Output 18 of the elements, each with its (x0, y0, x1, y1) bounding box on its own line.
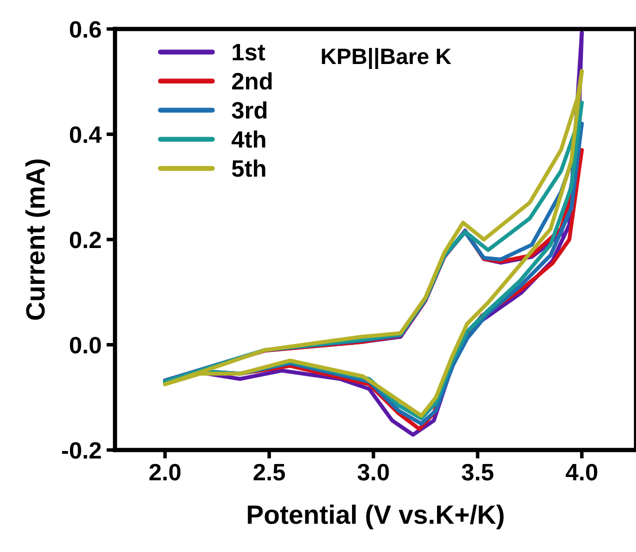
x-tick-label: 3.5 (462, 464, 494, 481)
annotation: KPB||Bare K (322, 48, 452, 69)
x-tick-label: 2.5 (254, 464, 285, 481)
x-tick-label: 4.0 (566, 464, 598, 481)
y-axis-title: Current (mA) (25, 159, 50, 320)
legend-label: 5th (232, 160, 266, 177)
y-tick-label: 0.2 (70, 232, 101, 248)
y-tick-label: -0.2 (62, 442, 101, 459)
x-tick-label: 3.0 (358, 464, 389, 481)
y-tick-label: 0.6 (70, 21, 101, 38)
legend-label: 1st (232, 44, 266, 61)
x-axis-title: Potential (V vs.K+/K) (248, 504, 504, 530)
legend-label: 4th (232, 130, 266, 148)
legend-label: 3rd (232, 101, 266, 119)
legend-label: 2nd (232, 72, 272, 90)
y-tick-label: 0.4 (70, 126, 102, 144)
y-tick-label: 0.0 (70, 336, 101, 354)
x-tick-label: 2.0 (149, 464, 180, 481)
